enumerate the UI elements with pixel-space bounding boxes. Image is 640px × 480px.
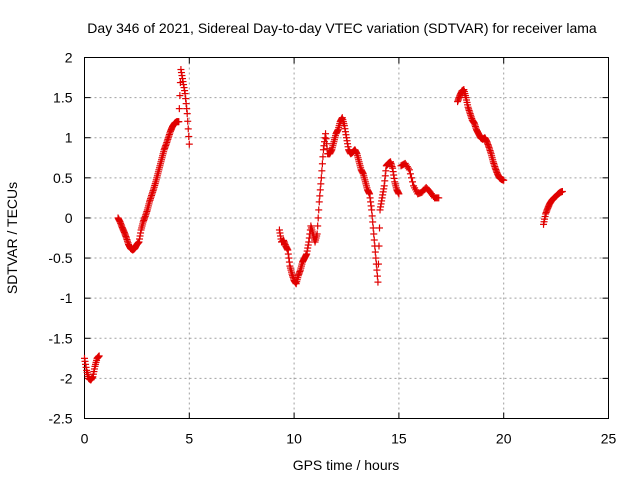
data-point	[435, 194, 443, 202]
y-tick-label: 1.5	[53, 90, 73, 106]
x-tick-label: 10	[286, 431, 302, 447]
data-point	[371, 248, 379, 256]
data-point	[317, 174, 325, 182]
y-tick-label: 0.5	[53, 170, 73, 186]
x-tick-label: 0	[81, 431, 89, 447]
data-point	[374, 260, 382, 268]
y-tick-label: 0	[65, 210, 73, 226]
x-tick-label: 15	[391, 431, 407, 447]
grid-lines	[84, 57, 609, 419]
data-point	[185, 140, 193, 148]
data-point	[313, 230, 321, 238]
x-axis-label: GPS time / hours	[293, 457, 400, 473]
y-tick-label: -2	[60, 370, 73, 386]
data-point	[318, 167, 326, 175]
data-point	[369, 218, 377, 226]
data-point	[375, 242, 383, 250]
data-point	[184, 117, 192, 125]
data-point	[317, 180, 325, 188]
y-tick-label: 2	[65, 50, 73, 66]
data-point	[315, 198, 323, 206]
data-point	[558, 187, 566, 195]
data-point	[500, 176, 508, 184]
data-point	[407, 174, 415, 182]
data-point	[185, 133, 193, 141]
data-point	[404, 164, 412, 172]
data-point	[95, 352, 103, 360]
data-point	[175, 105, 183, 113]
data-point	[373, 272, 381, 280]
x-axis: 0 5 10 15 20 25	[81, 57, 617, 447]
data-point	[314, 222, 322, 230]
y-axis: -2.5 -2 -1.5 -1 -0.5 0 0.5 1 1.5 2	[48, 50, 609, 427]
data-points	[81, 66, 566, 384]
data-point	[176, 92, 184, 100]
data-point	[373, 266, 381, 274]
x-tick-label: 25	[601, 431, 617, 447]
y-tick-label: -2.5	[48, 411, 72, 427]
y-tick-label: -0.5	[48, 250, 72, 266]
data-point	[409, 178, 417, 186]
data-point	[368, 212, 376, 220]
data-point	[406, 170, 414, 178]
data-point	[184, 125, 192, 133]
y-axis-label: SDTVAR / TECUs	[4, 182, 20, 294]
data-point	[315, 206, 323, 214]
data-point	[374, 278, 382, 286]
data-point	[372, 254, 380, 262]
data-point	[175, 118, 183, 126]
y-tick-label: -1.5	[48, 330, 72, 346]
data-point	[319, 153, 327, 161]
chart-title: Day 346 of 2021, Sidereal Day-to-day VTE…	[87, 20, 597, 36]
data-point	[376, 224, 384, 232]
data-point	[370, 230, 378, 238]
data-point	[370, 236, 378, 244]
x-tick-label: 5	[185, 431, 193, 447]
data-point	[314, 214, 322, 222]
data-point	[405, 166, 413, 174]
data-point	[316, 192, 324, 200]
plot-frame	[84, 57, 609, 419]
data-point	[395, 190, 403, 198]
data-point	[318, 160, 326, 168]
data-point	[368, 206, 376, 214]
data-point	[316, 186, 324, 194]
y-tick-label: 1	[65, 130, 73, 146]
y-tick-label: -1	[60, 290, 73, 306]
data-point	[369, 224, 377, 232]
x-tick-label: 20	[496, 431, 512, 447]
data-point	[183, 110, 191, 118]
